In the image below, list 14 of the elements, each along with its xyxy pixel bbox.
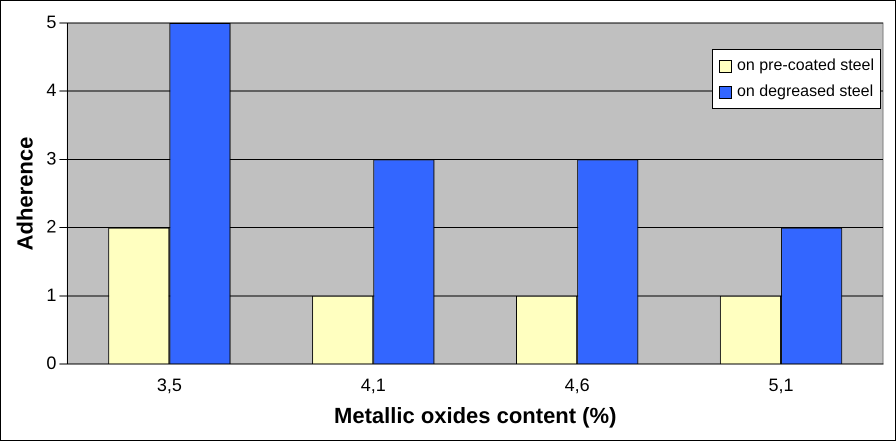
legend-label: on degreased steel bbox=[737, 82, 874, 102]
y-tick-label: 0 bbox=[46, 352, 56, 373]
legend-label: on pre-coated steel bbox=[737, 56, 874, 76]
y-axis-title: Adherence bbox=[12, 136, 38, 250]
x-tick-label: 4,6 bbox=[564, 374, 590, 395]
x-tick-label: 4,1 bbox=[360, 374, 386, 395]
y-tick-label: 4 bbox=[46, 80, 56, 100]
x-axis-title: Metallic oxides content (%) bbox=[334, 402, 616, 428]
x-tick-label: 3,5 bbox=[156, 374, 182, 395]
y-tick-label: 5 bbox=[46, 12, 56, 32]
y-tick-label: 1 bbox=[46, 284, 56, 305]
x-tick-label: 5,1 bbox=[768, 374, 794, 395]
y-tick-label: 2 bbox=[46, 216, 56, 237]
y-tick-label: 3 bbox=[46, 148, 56, 168]
